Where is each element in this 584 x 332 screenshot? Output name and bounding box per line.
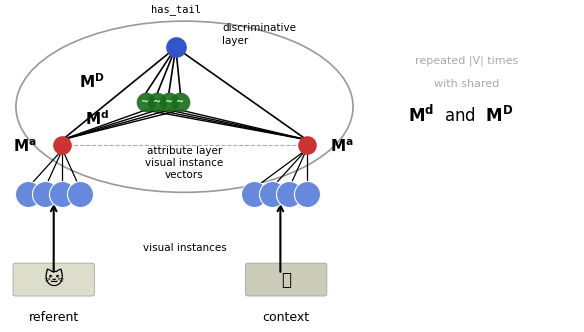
Text: $\mathbf{M}^{\mathbf{D}}$: $\mathbf{M}^{\mathbf{D}}$: [79, 73, 105, 91]
Point: [23, 191, 32, 197]
Point: [176, 99, 185, 105]
Text: attribute layer: attribute layer: [147, 146, 222, 156]
Point: [267, 191, 276, 197]
Text: ~: ~: [176, 97, 185, 107]
Point: [75, 191, 85, 197]
Text: $\mathbf{M}^{\mathbf{d}}$: $\mathbf{M}^{\mathbf{d}}$: [85, 109, 109, 127]
Point: [152, 99, 162, 105]
Text: $\mathbf{M}^\mathbf{a}$: $\mathbf{M}^\mathbf{a}$: [13, 138, 37, 155]
Point: [58, 191, 67, 197]
Text: visual instances: visual instances: [142, 243, 227, 253]
Text: with shared: with shared: [434, 79, 499, 89]
Point: [58, 142, 67, 147]
Text: referent: referent: [29, 311, 79, 324]
Text: ~: ~: [165, 97, 173, 107]
Text: 🐱: 🐱: [44, 270, 64, 289]
Text: $\mathbf{M}^\mathbf{d}$  and  $\mathbf{M}^\mathbf{D}$: $\mathbf{M}^\mathbf{d}$ and $\mathbf{M}^…: [408, 104, 513, 125]
Point: [302, 142, 311, 147]
Point: [164, 99, 173, 105]
Point: [40, 191, 50, 197]
Text: discriminative
layer: discriminative layer: [223, 23, 296, 45]
Text: ~: ~: [141, 97, 150, 107]
Text: context: context: [263, 311, 310, 324]
Text: repeated |V| times: repeated |V| times: [415, 55, 518, 66]
FancyBboxPatch shape: [13, 263, 95, 296]
Point: [171, 45, 180, 50]
Text: visual instance
vectors: visual instance vectors: [145, 158, 224, 181]
Text: ~: ~: [153, 97, 161, 107]
Point: [141, 99, 150, 105]
Text: has_tail: has_tail: [151, 4, 201, 15]
FancyBboxPatch shape: [245, 263, 327, 296]
Text: $\mathbf{M}^\mathbf{a}$: $\mathbf{M}^\mathbf{a}$: [330, 138, 353, 155]
Point: [249, 191, 259, 197]
Point: [284, 191, 294, 197]
Text: 🛋: 🛋: [281, 271, 291, 289]
Point: [302, 191, 311, 197]
